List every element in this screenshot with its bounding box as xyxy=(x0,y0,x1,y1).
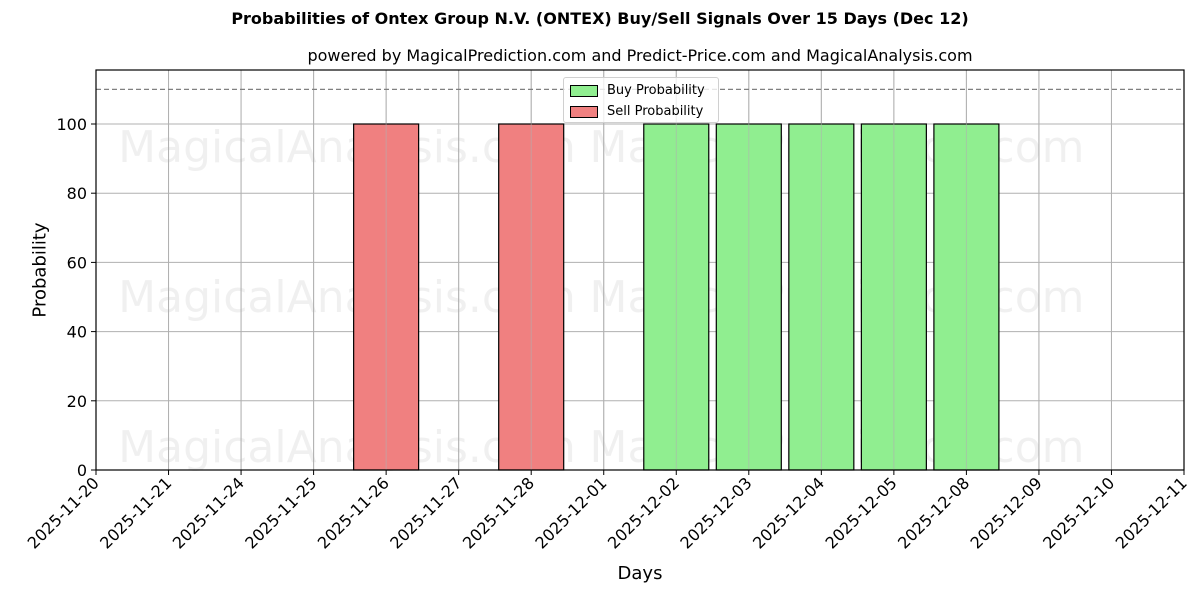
chart-subtitle: powered by MagicalPrediction.com and Pre… xyxy=(307,46,973,65)
x-tick-label: 2025-12-03 xyxy=(676,473,755,552)
y-tick-label: 40 xyxy=(67,323,87,342)
plot-frame xyxy=(95,69,1185,471)
y-tick-label: 100 xyxy=(56,115,87,134)
x-tick-label: 2025-12-05 xyxy=(822,473,901,552)
x-tick-label: 2025-11-25 xyxy=(241,473,320,552)
x-tick-label: 2025-11-20 xyxy=(24,473,103,552)
x-tick-label: 2025-11-26 xyxy=(314,473,393,552)
buy-swatch-icon xyxy=(570,84,598,97)
sell-swatch-icon xyxy=(570,105,598,118)
x-tick-label: 2025-11-21 xyxy=(96,473,175,552)
legend-sell-label: Sell Probability xyxy=(607,104,704,119)
legend: Buy Probability Sell Probability xyxy=(563,77,719,123)
legend-item-buy: Buy Probability xyxy=(570,83,705,98)
y-tick-label: 80 xyxy=(67,184,87,203)
chart-title: Probabilities of Ontex Group N.V. (ONTEX… xyxy=(231,9,969,28)
x-tick-label: 2025-12-10 xyxy=(1039,473,1118,552)
y-tick-label: 60 xyxy=(67,253,87,272)
x-tick-label: 2025-12-08 xyxy=(894,473,973,552)
y-axis-label: Probability xyxy=(29,222,51,318)
y-tick-label: 20 xyxy=(67,392,87,411)
x-axis-label: Days xyxy=(617,563,663,584)
x-tick-label: 2025-12-02 xyxy=(604,473,683,552)
x-tick-label: 2025-11-28 xyxy=(459,473,538,552)
legend-buy-label: Buy Probability xyxy=(607,83,705,98)
x-tick-label: 2025-12-09 xyxy=(967,473,1046,552)
x-tick-label: 2025-12-01 xyxy=(531,473,610,552)
x-tick-label: 2025-12-11 xyxy=(1112,473,1191,552)
x-tick-label: 2025-11-24 xyxy=(169,473,248,552)
legend-item-sell: Sell Probability xyxy=(570,104,703,119)
x-tick-label: 2025-11-27 xyxy=(386,473,465,552)
y-tick-label: 0 xyxy=(77,461,87,480)
x-tick-label: 2025-12-04 xyxy=(749,473,828,552)
